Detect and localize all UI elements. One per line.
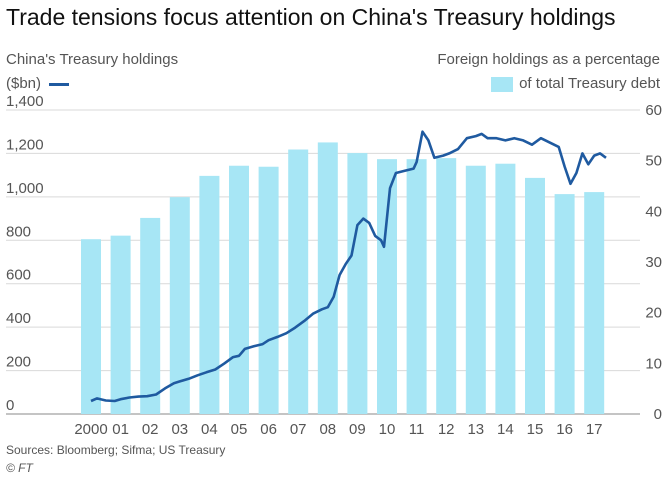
right-tick-label: 60 xyxy=(645,102,662,119)
bar xyxy=(377,159,397,414)
ft-credit: © FT xyxy=(6,461,33,475)
bar xyxy=(258,166,279,414)
bar xyxy=(169,197,190,414)
bar-legend-label: of total Treasury debt xyxy=(519,75,660,92)
bar xyxy=(347,153,368,415)
x-tick-label: 01 xyxy=(112,421,129,438)
bar xyxy=(110,235,131,414)
left-tick-label: 1,200 xyxy=(6,136,44,153)
right-tick-label: 50 xyxy=(645,153,662,170)
bar-legend: of total Treasury debt xyxy=(491,75,660,92)
left-tick-label: 1,000 xyxy=(6,180,44,197)
bar xyxy=(584,192,605,414)
bar xyxy=(288,149,309,414)
x-tick-label: 2000 xyxy=(74,421,107,438)
left-axis-label: China's Treasury holdings xyxy=(6,51,179,68)
right-tick-label: 30 xyxy=(645,254,662,271)
x-tick-label: 15 xyxy=(527,421,544,438)
bar xyxy=(317,142,338,414)
left-tick-label: 200 xyxy=(6,354,31,371)
left-tick-label: 800 xyxy=(6,223,31,240)
right-tick-label: 40 xyxy=(645,203,662,220)
x-tick-label: 04 xyxy=(201,421,218,438)
x-tick-label: 05 xyxy=(231,421,248,438)
source-note: Sources: Bloomberg; Sifma; US Treasury xyxy=(6,443,226,457)
left-axis-unit: ($bn) xyxy=(6,75,42,92)
bar xyxy=(465,165,486,414)
x-tick-label: 08 xyxy=(319,421,336,438)
x-tick-label: 16 xyxy=(556,421,573,438)
x-tick-label: 13 xyxy=(467,421,484,438)
bar-legend-swatch xyxy=(491,76,514,92)
left-tick-label: 400 xyxy=(6,310,31,327)
bar xyxy=(495,163,516,414)
x-tick-label: 07 xyxy=(290,421,307,438)
bar xyxy=(199,175,220,414)
x-tick-label: 17 xyxy=(586,421,603,438)
right-axis-label: Foreign holdings as a percentage xyxy=(437,51,660,68)
left-tick-label: 1,400 xyxy=(6,93,44,110)
bar xyxy=(406,159,427,414)
left-axis-unit-legend: ($bn) xyxy=(6,75,70,92)
right-tick-label: 20 xyxy=(645,305,662,322)
bar xyxy=(229,165,249,414)
x-tick-label: 12 xyxy=(438,421,455,438)
x-tick-label: 10 xyxy=(379,421,396,438)
x-tick-label: 14 xyxy=(497,421,514,438)
x-tick-label: 03 xyxy=(171,421,188,438)
bar xyxy=(554,194,575,414)
bar xyxy=(140,217,161,414)
left-tick-label: 0 xyxy=(6,397,14,414)
x-tick-label: 02 xyxy=(142,421,159,438)
x-tick-label: 09 xyxy=(349,421,366,438)
x-tick-label: 11 xyxy=(409,421,425,438)
bar xyxy=(436,158,457,414)
line-legend-swatch xyxy=(49,82,70,86)
x-tick-label: 06 xyxy=(260,421,277,438)
chart-title: Trade tensions focus attention on China'… xyxy=(6,4,616,30)
bar xyxy=(81,239,101,414)
right-tick-label: 0 xyxy=(654,406,662,423)
bar xyxy=(525,177,545,414)
left-tick-label: 600 xyxy=(6,267,31,284)
holdings-line xyxy=(90,130,607,403)
right-tick-label: 10 xyxy=(645,355,662,372)
